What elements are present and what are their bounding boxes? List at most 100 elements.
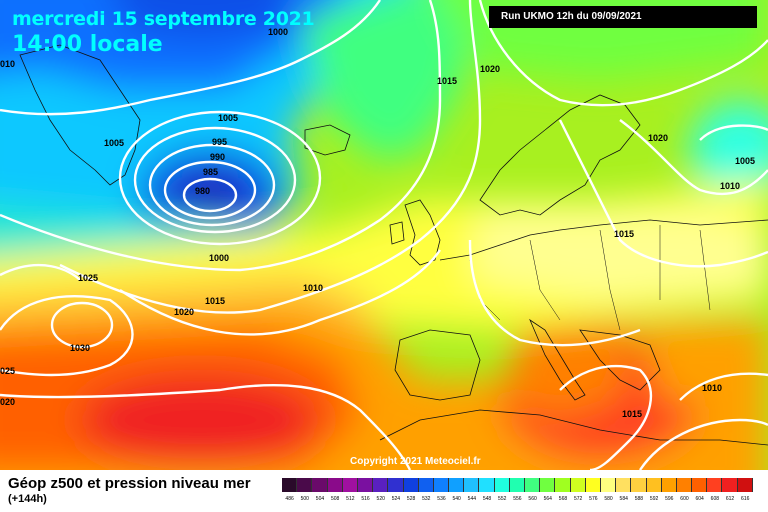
legend-swatch	[646, 478, 662, 492]
isobar-label: 1005	[218, 113, 238, 123]
isobar-label: 1015	[437, 76, 457, 86]
legend-tick-label: 516	[361, 496, 370, 502]
isobar-label: 020	[0, 397, 15, 407]
map-canvas: 1000 010 1015 1020 1005 1005 995 990 985 980 1020 1…	[0, 0, 768, 470]
legend-tick-label: 596	[665, 496, 674, 502]
isobar-label: 010	[0, 59, 15, 69]
legend-swatch	[600, 478, 617, 492]
legend-tick-label: 532	[422, 496, 431, 502]
map-footer: Géop z500 et pression niveau mer (+144h)…	[0, 470, 768, 512]
legend-swatch	[342, 478, 358, 492]
forecast-lead-time: (+144h)	[8, 493, 47, 505]
legend-swatch	[737, 478, 753, 492]
model-run-label: Run UKMO 12h du 09/09/2021	[489, 6, 757, 28]
legend-swatch	[692, 478, 708, 492]
isobar-label: 1020	[174, 307, 194, 317]
legend-tick-label: 612	[725, 496, 735, 502]
legend-swatch	[631, 478, 647, 492]
legend-swatch	[555, 478, 571, 492]
legend-swatch	[707, 478, 723, 492]
isobar-labels: 1000 010 1015 1020 1005 1005 995 990 985 980 1020 1…	[0, 27, 755, 419]
legend-tick-label: 536	[437, 496, 446, 502]
legend-tick-label: 504	[315, 496, 325, 502]
legend-swatch	[570, 478, 586, 492]
legend-swatch	[433, 478, 450, 492]
color-legend	[282, 478, 753, 492]
legend-tick-label: 528	[406, 496, 416, 502]
legend-swatch	[312, 478, 328, 492]
isobar-label: 1020	[480, 64, 500, 74]
legend-tick-label: 568	[558, 496, 568, 502]
copyright-text: Copyright 2021 Meteociel.fr	[350, 456, 481, 467]
isobar-label: 985	[203, 167, 218, 177]
isobar-label: 1015	[205, 296, 225, 306]
isobar-label: 025	[0, 366, 15, 376]
forecast-time: 14:00 locale	[12, 32, 163, 57]
legend-swatch	[676, 478, 693, 492]
isobar-label: 1010	[720, 181, 740, 191]
legend-tick-label: 560	[528, 496, 537, 502]
legend-tick-label: 544	[467, 496, 477, 502]
legend-tick-label: 592	[649, 496, 659, 502]
isobar-label: 1010	[702, 383, 722, 393]
legend-tick-label: 508	[330, 496, 340, 502]
legend-tick-label: 584	[619, 496, 628, 502]
legend-swatch	[418, 478, 434, 492]
isobar-label: 995	[212, 137, 227, 147]
geopotential-field	[0, 0, 768, 470]
legend-tick-label: 600	[680, 496, 689, 502]
legend-tick-label: 486	[285, 496, 294, 502]
legend-tick-label: 548	[482, 496, 492, 502]
legend-swatch	[479, 478, 495, 492]
legend-tick-label: 540	[452, 496, 461, 502]
legend-swatch	[525, 478, 541, 492]
legend-swatch	[327, 478, 343, 492]
isobar-label: 1000	[209, 253, 229, 263]
legend-tick-label: 572	[573, 496, 583, 502]
legend-tick-label: 588	[634, 496, 644, 502]
color-legend-ticks: 486 500 504 508 512 516 520 524 528 532 536 540 544 5…	[282, 496, 753, 502]
legend-tick-label: 524	[391, 496, 401, 502]
isobars	[0, 0, 768, 470]
legend-swatch	[540, 478, 556, 492]
forecast-date: mercredi 15 septembre 2021	[12, 8, 315, 30]
map-title: Géop z500 et pression niveau mer	[8, 475, 251, 492]
legend-swatch	[357, 478, 374, 492]
legend-tick-label: 512	[346, 496, 355, 502]
isobar-label: 1015	[622, 409, 642, 419]
legend-swatch	[403, 478, 419, 492]
isobar-label: 1005	[735, 156, 755, 166]
isobar-label: 990	[210, 152, 225, 162]
legend-swatch	[585, 478, 601, 492]
legend-tick-label: 580	[604, 496, 613, 502]
legend-swatch	[297, 478, 313, 492]
legend-swatch	[494, 478, 510, 492]
legend-tick-label: 604	[695, 496, 704, 502]
legend-swatch	[616, 478, 632, 492]
legend-swatch	[388, 478, 404, 492]
legend-swatch	[282, 478, 298, 492]
isobar-label: 1015	[614, 229, 634, 239]
legend-swatch	[661, 478, 677, 492]
legend-swatch	[509, 478, 525, 492]
isobar-label: 1005	[104, 138, 124, 148]
legend-swatch	[373, 478, 389, 492]
legend-tick-label: 520	[376, 496, 385, 502]
legend-swatch	[449, 478, 465, 492]
isobar-label: 1010	[303, 283, 323, 293]
legend-tick-label: 616	[741, 496, 750, 502]
legend-swatch	[464, 478, 480, 492]
legend-tick-label: 564	[543, 496, 552, 502]
isobar-label: 1020	[648, 133, 668, 143]
legend-tick-label: 552	[498, 496, 507, 502]
legend-tick-label: 500	[300, 496, 309, 502]
isobar-label: 980	[195, 186, 210, 196]
isobar-label: 1030	[70, 343, 90, 353]
weather-map: 1000 010 1015 1020 1005 1005 995 990 985 980 1020 1…	[0, 0, 768, 470]
legend-tick-label: 556	[513, 496, 522, 502]
isobar-label: 1000	[268, 27, 288, 37]
legend-swatch	[722, 478, 738, 492]
legend-tick-label: 576	[589, 496, 598, 502]
isobar-label: 1025	[78, 273, 98, 283]
legend-tick-label: 608	[710, 496, 720, 502]
